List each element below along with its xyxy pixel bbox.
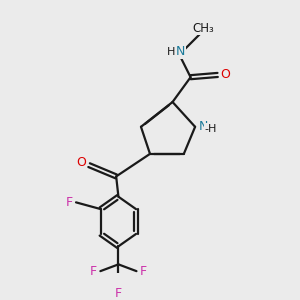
Text: F: F	[90, 265, 97, 278]
Text: F: F	[66, 196, 73, 209]
Text: O: O	[220, 68, 230, 81]
Text: F: F	[115, 287, 122, 300]
Text: F: F	[140, 265, 147, 278]
Text: N: N	[176, 45, 185, 58]
Text: O: O	[76, 156, 86, 170]
Text: -H: -H	[205, 124, 217, 134]
Text: N: N	[198, 120, 208, 133]
Text: H: H	[167, 47, 175, 57]
Text: CH₃: CH₃	[192, 22, 214, 34]
